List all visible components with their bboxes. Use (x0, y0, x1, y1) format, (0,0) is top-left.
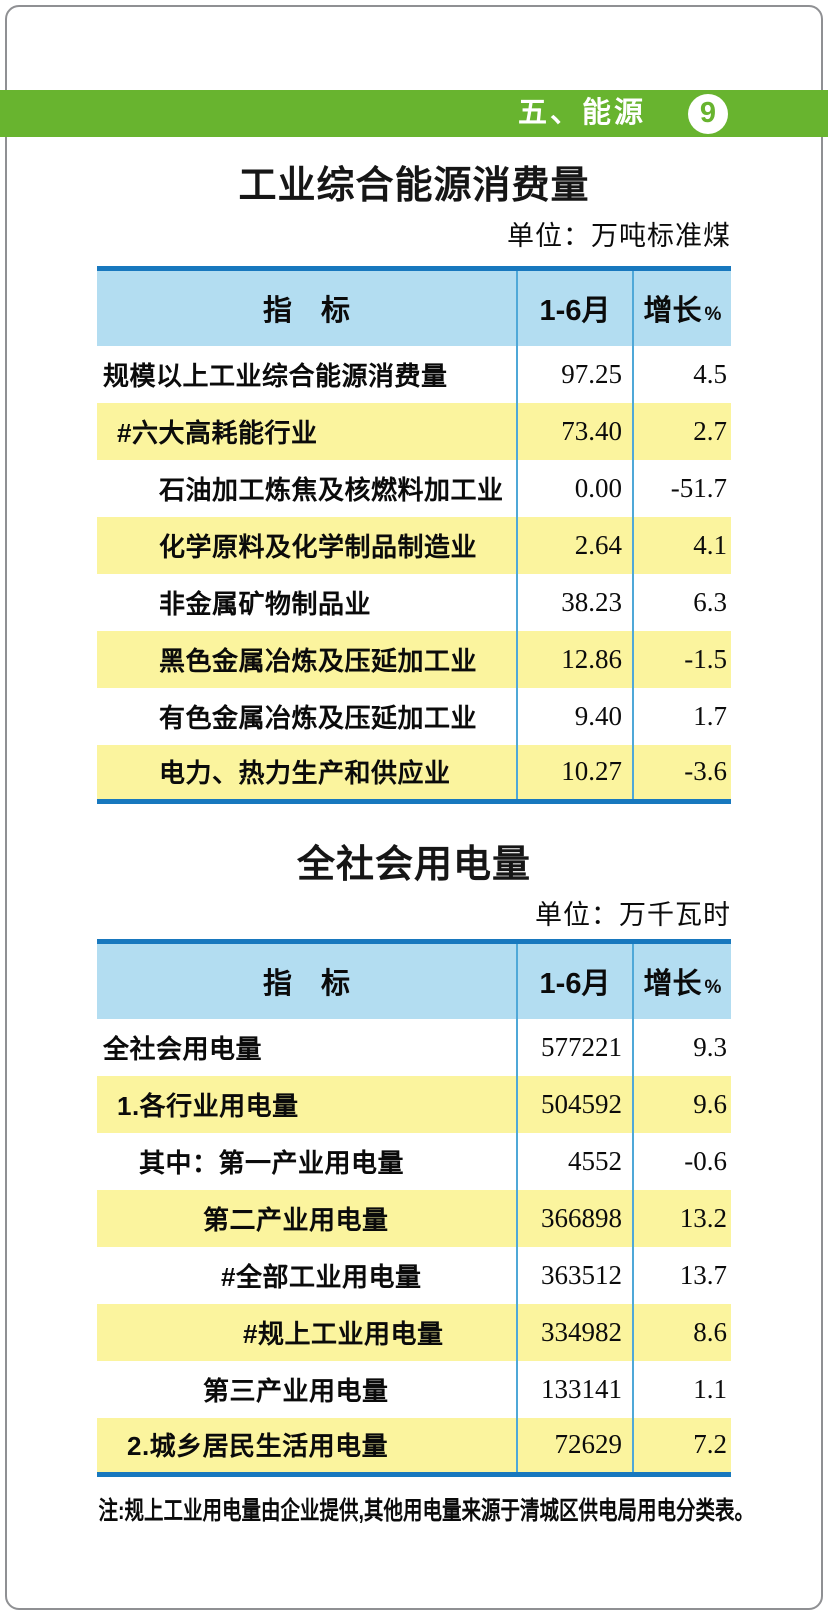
table-row: 2.城乡居民生活用电量 72629 7.2 (97, 1417, 731, 1475)
page-frame (5, 5, 823, 1610)
growth-cell: 4.5 (632, 345, 731, 403)
indicator-cell: 规模以上工业综合能源消费量 (103, 360, 448, 391)
footnote: 注:规上工业用电量由企业提供,其他用电量来源于清城区供电局用电分类表。 (98, 1497, 754, 1525)
indicator-cell: 2.城乡居民生活用电量 (127, 1431, 389, 1462)
energy-consumption-table: 指 标 1-6月 增长% 规模以上工业综合能源消费量 97.25 4.5 #六大… (97, 266, 731, 804)
indicator-column-header: 指 标 (97, 941, 517, 1019)
growth-label: 增长 (643, 968, 702, 1001)
percent-sign: % (704, 977, 722, 999)
value-cell: 334982 (516, 1303, 633, 1361)
table-row: #全部工业用电量 363512 13.7 (97, 1246, 731, 1304)
value-cell: 0.00 (516, 459, 633, 517)
period-column-header: 1-6月 (516, 268, 633, 346)
electricity-table-title: 全社会用电量 (296, 844, 531, 886)
value-cell: 504592 (516, 1075, 633, 1133)
growth-label: 增长 (643, 295, 702, 328)
growth-cell: 9.3 (632, 1018, 731, 1076)
page-number-badge: 9 (688, 93, 728, 134)
indicator-cell: 第二产业用电量 (203, 1204, 389, 1235)
electricity-consumption-table: 指 标 1-6月 增长% 全社会用电量 577221 9.3 1.各行业用电量 … (97, 939, 731, 1477)
growth-cell: 1.1 (632, 1360, 731, 1418)
table-row: 第三产业用电量 133141 1.1 (97, 1360, 731, 1418)
value-cell: 10.27 (516, 744, 633, 802)
period-column-header: 1-6月 (516, 941, 633, 1019)
table-row: 化学原料及化学制品制造业 2.64 4.1 (97, 516, 731, 574)
growth-column-header: 增长% (632, 941, 731, 1019)
table-row: #六大高耗能行业 73.40 2.7 (97, 402, 731, 460)
growth-cell: 2.7 (632, 402, 731, 460)
table-header-row: 指 标 1-6月 增长% (97, 268, 731, 346)
percent-sign: % (704, 304, 722, 326)
indicator-cell: 化学原料及化学制品制造业 (159, 531, 478, 562)
indicator-cell: #规上工业用电量 (243, 1318, 444, 1349)
table-row: 非金属矿物制品业 38.23 6.3 (97, 573, 731, 631)
indicator-column-header: 指 标 (97, 268, 517, 346)
value-cell: 366898 (516, 1189, 633, 1247)
table-row: 其中：第一产业用电量 4552 -0.6 (97, 1132, 731, 1190)
indicator-cell: 电力、热力生产和供应业 (159, 758, 451, 789)
value-cell: 9.40 (516, 687, 633, 745)
value-cell: 72629 (516, 1417, 633, 1475)
table-row: 有色金属冶炼及压延加工业 9.40 1.7 (97, 687, 731, 745)
indicator-cell: 第三产业用电量 (203, 1375, 389, 1406)
energy-table-title: 工业综合能源消费量 (238, 165, 590, 207)
value-cell: 4552 (516, 1132, 633, 1190)
section-title: 五、能源 (517, 97, 646, 129)
table-row: #规上工业用电量 334982 8.6 (97, 1303, 731, 1361)
growth-cell: 7.2 (632, 1417, 731, 1475)
indicator-cell: 1.各行业用电量 (117, 1090, 299, 1121)
indicator-cell: 非金属矿物制品业 (159, 588, 372, 619)
value-cell: 363512 (516, 1246, 633, 1304)
table-row: 全社会用电量 577221 9.3 (97, 1018, 731, 1076)
value-cell: 12.86 (516, 630, 633, 688)
table-row: 规模以上工业综合能源消费量 97.25 4.5 (97, 345, 731, 403)
table-row: 黑色金属冶炼及压延加工业 12.86 -1.5 (97, 630, 731, 688)
growth-cell: -0.6 (632, 1132, 731, 1190)
growth-cell: 8.6 (632, 1303, 731, 1361)
indicator-cell: #全部工业用电量 (221, 1261, 422, 1292)
value-cell: 38.23 (516, 573, 633, 631)
table-header-row: 指 标 1-6月 增长% (97, 941, 731, 1019)
indicator-cell: 石油加工炼焦及核燃料加工业 (159, 474, 504, 505)
growth-cell: 13.7 (632, 1246, 731, 1304)
value-cell: 133141 (516, 1360, 633, 1418)
indicator-cell: 黑色金属冶炼及压延加工业 (159, 645, 478, 676)
growth-cell: 6.3 (632, 573, 731, 631)
growth-cell: -3.6 (632, 744, 731, 802)
electricity-table-unit-label: 单位：万千瓦时 (535, 900, 731, 930)
growth-cell: 13.2 (632, 1189, 731, 1247)
growth-column-header: 增长% (632, 268, 731, 346)
growth-cell: 9.6 (632, 1075, 731, 1133)
indicator-cell: 有色金属冶炼及压延加工业 (159, 702, 478, 733)
table-row: 1.各行业用电量 504592 9.6 (97, 1075, 731, 1133)
indicator-cell: #六大高耗能行业 (117, 417, 318, 448)
value-cell: 73.40 (516, 402, 633, 460)
value-cell: 2.64 (516, 516, 633, 574)
value-cell: 577221 (516, 1018, 633, 1076)
growth-cell: -51.7 (632, 459, 731, 517)
indicator-cell: 全社会用电量 (103, 1033, 263, 1064)
table-row: 第二产业用电量 366898 13.2 (97, 1189, 731, 1247)
growth-cell: 4.1 (632, 516, 731, 574)
growth-cell: -1.5 (632, 630, 731, 688)
section-header-bar: 五、能源 9 (0, 90, 828, 137)
table-row: 电力、热力生产和供应业 10.27 -3.6 (97, 744, 731, 802)
value-cell: 97.25 (516, 345, 633, 403)
indicator-cell: 其中：第一产业用电量 (139, 1147, 405, 1178)
growth-cell: 1.7 (632, 687, 731, 745)
table-row: 石油加工炼焦及核燃料加工业 0.00 -51.7 (97, 459, 731, 517)
page-content: 工业综合能源消费量 单位：万吨标准煤 指 标 1-6月 增长% 规模以上工业综合… (97, 137, 754, 1527)
energy-table-unit-label: 单位：万吨标准煤 (507, 221, 731, 251)
